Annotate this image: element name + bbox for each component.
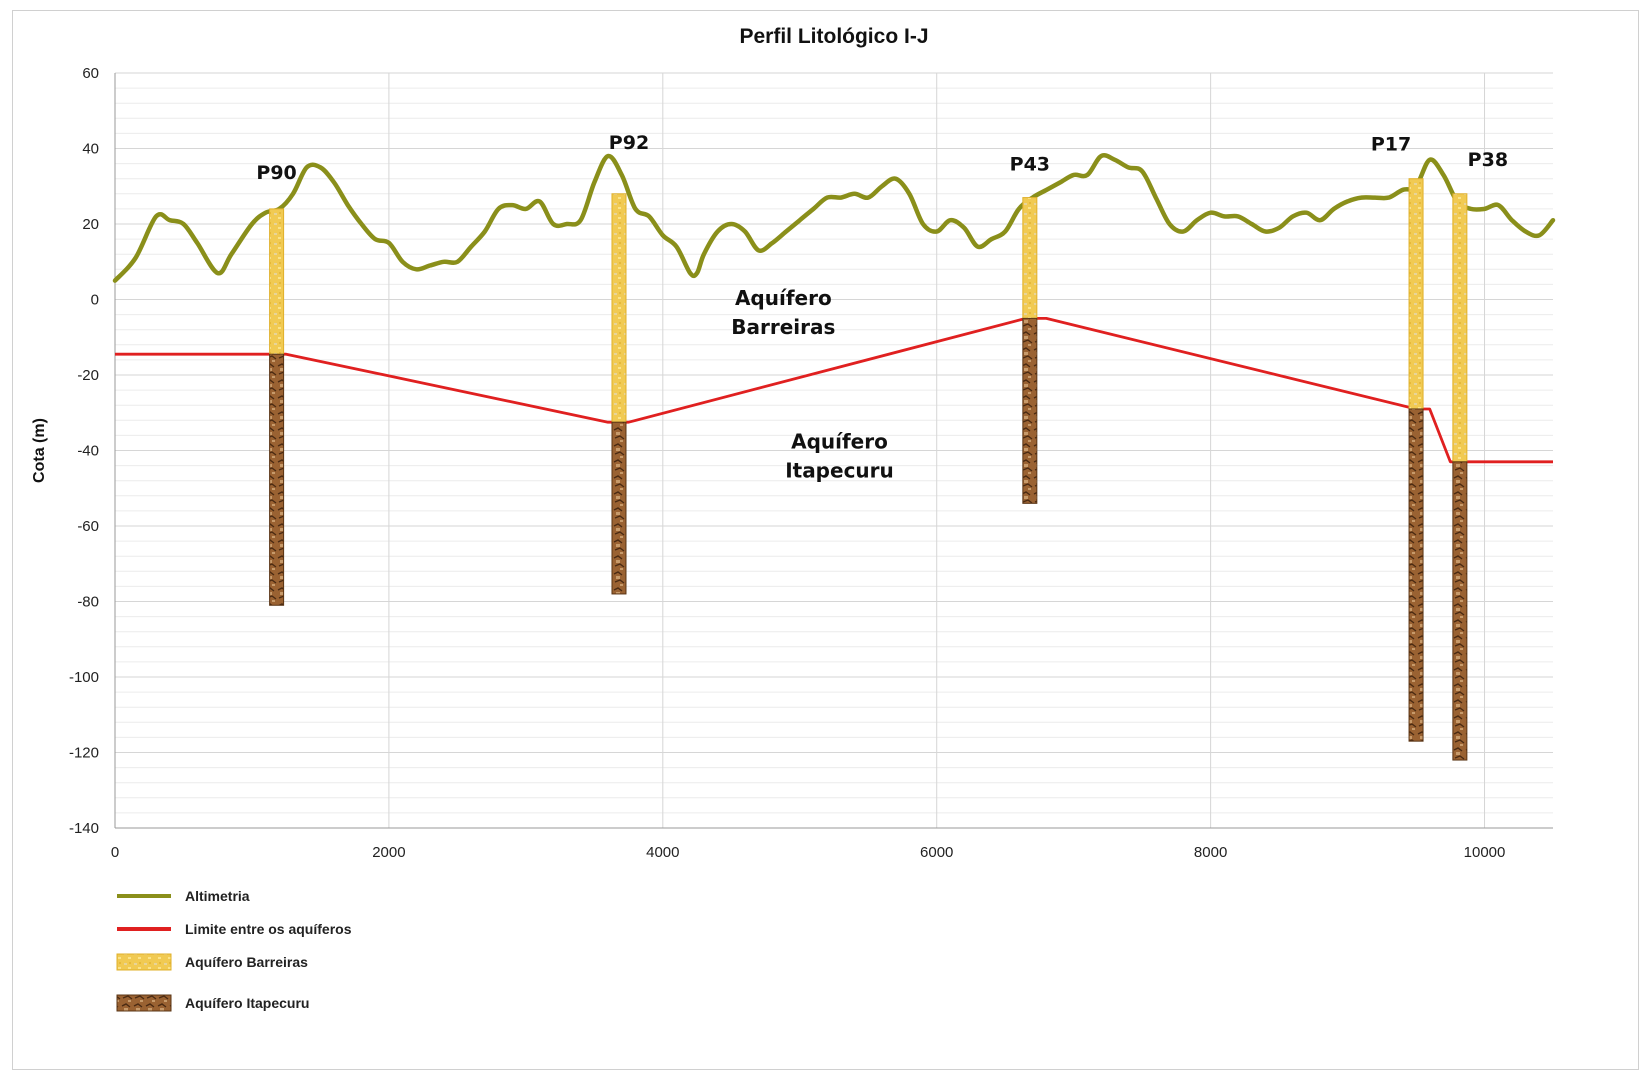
well-label-p92: P92 [609,132,649,154]
legend-label: Altimetria [185,888,250,904]
chart-title: Perfil Litológico I-J [739,25,928,48]
well-p90 [269,208,285,606]
well-barreiras-segment [1408,178,1424,410]
well-barreiras-segment [269,208,285,355]
well-itapecuru-segment [611,421,627,595]
well-barreiras-segment [1452,193,1468,463]
well-p17 [1408,178,1424,742]
well-itapecuru-segment [1452,461,1468,761]
legend-patch-swatch [116,994,172,1012]
legend-item-3: Aquífero Barreiras [116,953,308,971]
series-altimetria [112,153,1556,283]
wells-layer [269,178,1468,761]
y-tick-label: 20 [82,216,99,233]
legend-layer: Altimetria Limite entre os aquíferos Aquíf… [116,888,352,1012]
well-p92 [611,193,627,595]
well-p43 [1022,197,1038,504]
x-tick-label: 10000 [1464,844,1506,861]
y-tick-label: -40 [77,443,99,460]
well-label-p90: P90 [256,162,296,184]
x-tick-label: 2000 [372,844,405,861]
labels-layer: Perfil Litológico I-J Cota (m) P90 P92 P43 P1… [31,25,1508,483]
well-barreiras-segment [1022,197,1038,319]
well-label-p43: P43 [1010,154,1050,176]
well-itapecuru-segment [1408,408,1424,742]
zone-barreiras: Aquífero Barreiras [731,286,835,339]
zone-barreiras-line: Barreiras [731,315,835,339]
well-p38 [1452,193,1468,761]
y-tick-label: 40 [82,141,99,158]
x-tick-label: 8000 [1194,844,1227,861]
y-tick-label: -60 [77,518,99,535]
y-tick-label: -120 [69,745,99,762]
chart-frame: 60 40 20 0 -20 -40 -60 -80 -100 -120 -140 0 2000 4000… [12,10,1639,1070]
y-tick-label: -100 [69,669,99,686]
legend-item-2: Limite entre os aquíferos [117,921,352,937]
well-itapecuru-segment [1022,317,1038,504]
zone-itapecuru: Aquífero Itapecuru [785,430,894,483]
legend-label: Limite entre os aquíferos [185,921,352,937]
legend-patch-swatch [116,953,172,971]
well-itapecuru-segment [269,353,285,606]
y-tick-label: -140 [69,820,99,837]
y-tick-label: -20 [77,367,99,384]
y-axis-title: Cota (m) [31,418,48,483]
zone-itapecuru-line: Itapecuru [785,459,894,483]
lithologic-profile-chart: 60 40 20 0 -20 -40 -60 -80 -100 -120 -140 0 2000 4000… [31,25,1556,1012]
zone-itapecuru-line: Aquífero [791,430,888,454]
well-barreiras-segment [611,193,627,423]
x-tick-label: 0 [111,844,119,861]
y-tick-label: -80 [77,594,99,611]
legend-label: Aquífero Barreiras [185,954,308,970]
legend-item-1: Altimetria [117,888,250,904]
axis-layer: 60 40 20 0 -20 -40 -60 -80 -100 -120 -140 0 2000 4000… [69,65,1553,861]
x-tick-label: 6000 [920,844,953,861]
well-label-p17: P17 [1371,134,1411,156]
legend-item-4: Aquífero Itapecuru [116,994,309,1012]
zone-barreiras-line: Aquífero [735,286,832,310]
y-tick-label: 60 [82,65,99,82]
legend-label: Aquífero Itapecuru [185,995,309,1011]
well-label-p38: P38 [1468,149,1508,171]
y-tick-label: 0 [91,292,99,309]
x-tick-label: 4000 [646,844,679,861]
